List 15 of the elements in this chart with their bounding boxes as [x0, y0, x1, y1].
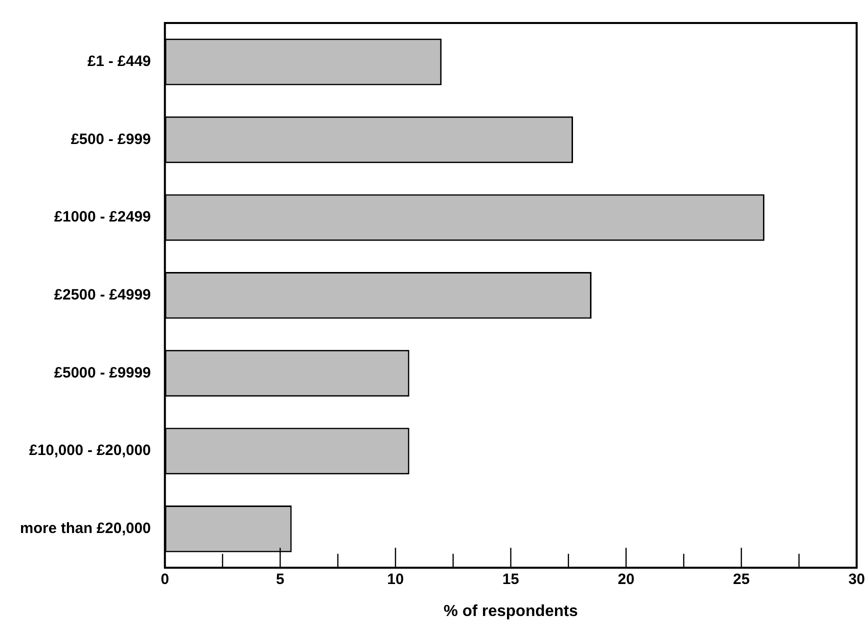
x-tick-label: 15 — [502, 570, 520, 588]
x-tick-label: 20 — [618, 570, 634, 588]
y-tick-label: £10,000 - £20,000 — [29, 442, 151, 460]
x-axis-title: % of respondents — [444, 602, 578, 620]
y-tick-label: more than £20,000 — [20, 520, 151, 538]
x-tick-label: 25 — [733, 570, 750, 588]
x-tick-label: 30 — [848, 570, 865, 588]
y-tick-label: £1000 - £2499 — [54, 208, 151, 226]
y-tick-label: £1 - £449 — [88, 53, 151, 70]
y-tick-label: £2500 - £4999 — [54, 286, 151, 304]
x-tick-label: 0 — [160, 570, 170, 588]
x-tick-label: 5 — [276, 570, 284, 588]
x-tick-label: 10 — [387, 570, 404, 588]
y-tick-label: £500 - £999 — [70, 130, 151, 148]
y-tick-label: £5000 - £9999 — [54, 364, 151, 382]
